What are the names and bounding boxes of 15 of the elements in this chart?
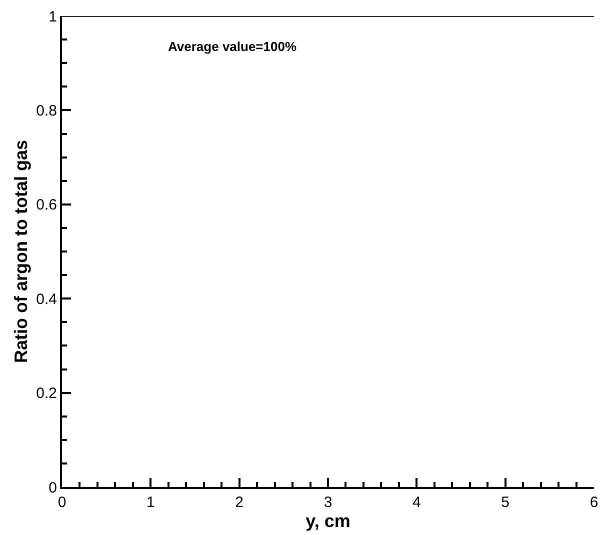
y-tick-label: 0.2 bbox=[36, 385, 57, 402]
y-tick-label: 1 bbox=[48, 8, 57, 26]
annotation: Average value=100% bbox=[168, 39, 297, 54]
x-tick-label: 2 bbox=[235, 494, 244, 511]
y-tick-label: 0.6 bbox=[36, 196, 57, 214]
x-tick-label: 5 bbox=[501, 494, 510, 511]
y-tick-label: 0.4 bbox=[36, 290, 57, 308]
y-tick-label: 0 bbox=[48, 479, 57, 496]
x-tick-label: 4 bbox=[412, 494, 421, 511]
x-tick-label: 6 bbox=[590, 494, 598, 511]
x-tick-label: 3 bbox=[324, 494, 332, 511]
x-tick-label: 1 bbox=[146, 494, 155, 511]
x-axis-title: y, cm bbox=[306, 511, 350, 531]
y-tick-label: 0.8 bbox=[36, 102, 57, 120]
y-axis-title: Ratio of argon to total gas bbox=[10, 140, 31, 363]
